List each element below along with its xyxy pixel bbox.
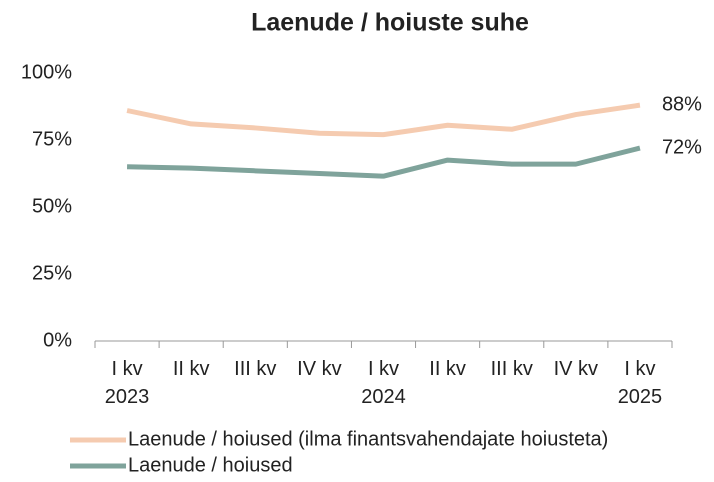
legend-label: Laenude / hoiused (ilma finantsvahendaja… [128,428,608,450]
series-line [127,145,641,179]
legend-label: Laenude / hoiused [128,454,293,476]
value-label: 88% [662,93,702,115]
y-tick-label: 0% [43,329,72,351]
x-tick-label: III kv [491,358,533,380]
series-line [126,102,641,138]
value-label: 72% [662,136,702,158]
x-tick-label: II kv [429,358,466,380]
x-tick-label: I kv 2024 [361,358,406,408]
x-tick-label: I kv 2023 [105,358,150,408]
x-tick-label: IV kv [554,358,598,380]
x-tick-label: III kv [234,358,276,380]
y-tick-label: 100% [21,61,72,83]
y-tick-label: 25% [32,262,72,284]
chart-title: Laenude / hoiuste suhe [251,9,529,37]
x-tick-label: I kv 2025 [618,358,663,408]
y-tick-label: 50% [32,195,72,217]
x-tick-label: IV kv [297,358,341,380]
x-tick-label: II kv [173,358,210,380]
y-tick-label: 75% [32,128,72,150]
